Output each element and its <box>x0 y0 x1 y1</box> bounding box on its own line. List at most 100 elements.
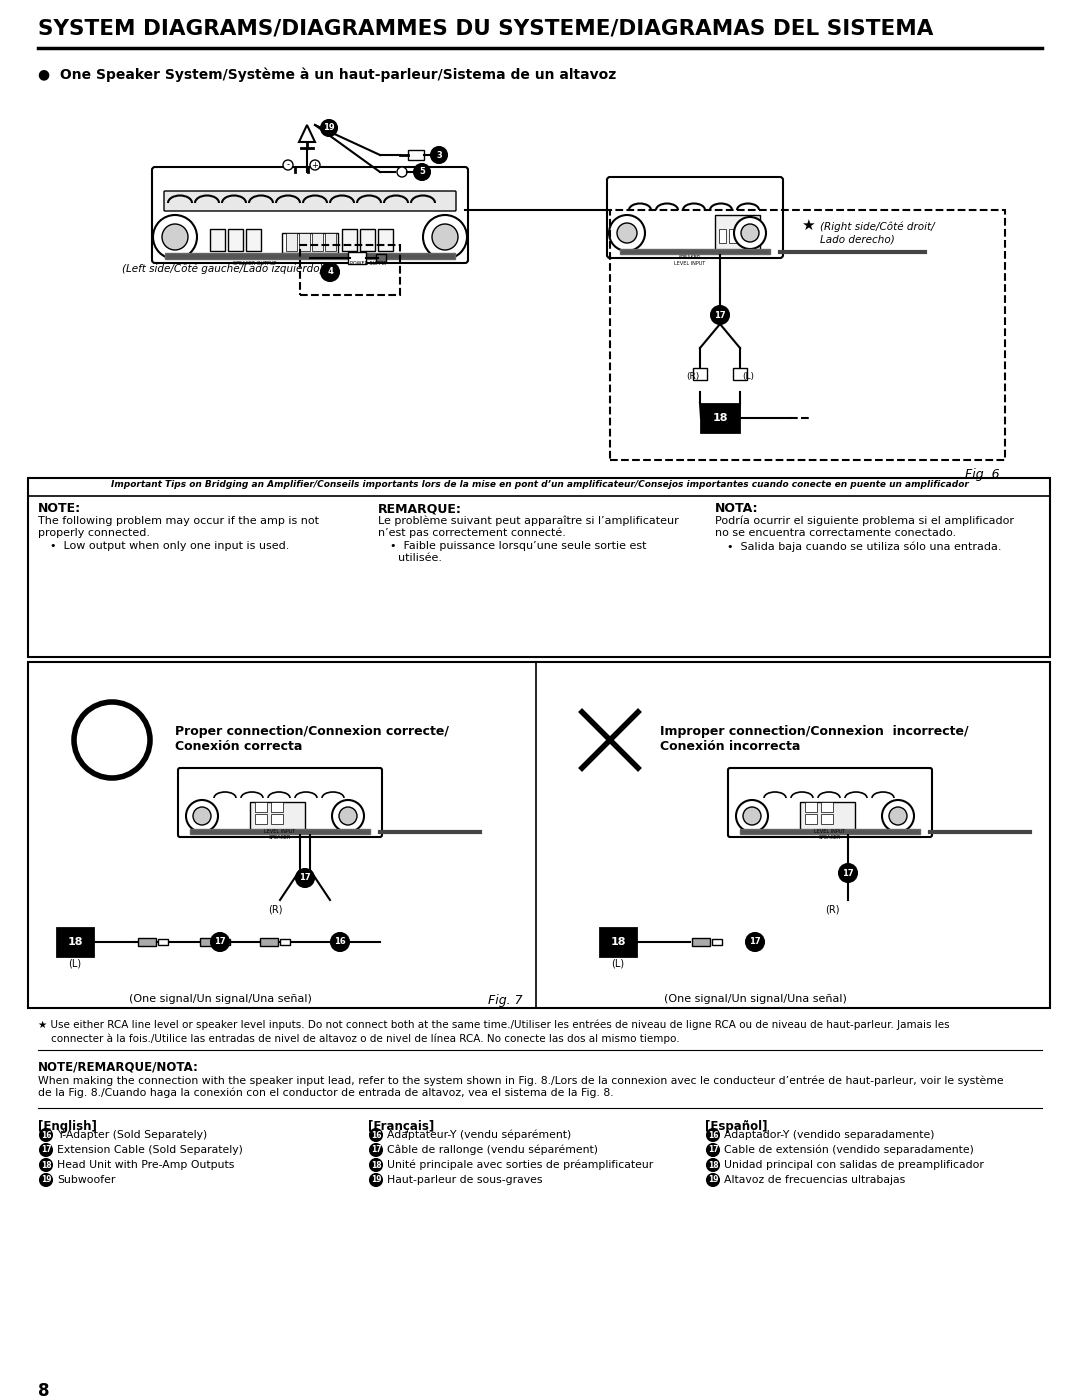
Text: POWER SUPPLY: POWER SUPPLY <box>350 261 387 265</box>
Text: Subwoofer: Subwoofer <box>57 1175 116 1185</box>
Bar <box>712 939 723 944</box>
Text: Fig. 6: Fig. 6 <box>966 468 1000 481</box>
Text: •  Faible puissance lorsqu’une seule sortie est: • Faible puissance lorsqu’une seule sort… <box>390 541 647 550</box>
Text: Improper connection/Connexion  incorrecte/: Improper connection/Connexion incorrecte… <box>660 725 969 738</box>
Text: Haut-parleur de sous-graves: Haut-parleur de sous-graves <box>387 1175 542 1185</box>
Bar <box>228 229 243 251</box>
Text: 17: 17 <box>299 873 311 883</box>
Bar <box>286 233 297 251</box>
FancyBboxPatch shape <box>728 768 932 837</box>
Text: SPEAKER OUTPUT: SPEAKER OUTPUT <box>233 261 276 265</box>
Text: The following problem may occur if the amp is not: The following problem may occur if the a… <box>38 515 319 527</box>
Polygon shape <box>299 124 315 142</box>
Bar <box>28 478 1050 657</box>
Bar <box>342 229 357 251</box>
Text: 18: 18 <box>370 1161 381 1169</box>
Bar <box>260 937 278 946</box>
Circle shape <box>321 120 337 136</box>
FancyBboxPatch shape <box>178 768 382 837</box>
Circle shape <box>432 224 458 250</box>
Text: Câble de rallonge (vendu séparément): Câble de rallonge (vendu séparément) <box>387 1144 598 1155</box>
Text: Conexión incorrecta: Conexión incorrecta <box>660 740 800 753</box>
Bar <box>376 254 386 263</box>
Bar <box>740 828 920 834</box>
Circle shape <box>296 869 314 887</box>
Text: 16: 16 <box>370 1130 381 1140</box>
Bar <box>158 939 168 944</box>
Circle shape <box>40 1173 52 1186</box>
Text: no se encuentra correctamente conectado.: no se encuentra correctamente conectado. <box>715 528 956 538</box>
Text: 17: 17 <box>214 937 226 947</box>
FancyBboxPatch shape <box>152 168 468 263</box>
Text: (Left side/Côté gauche/Lado izquierdo): (Left side/Côté gauche/Lado izquierdo) <box>122 263 324 274</box>
Circle shape <box>839 863 858 882</box>
Bar <box>348 251 366 264</box>
Text: (One signal/Un signal/Una señal): (One signal/Un signal/Una señal) <box>663 995 847 1004</box>
Bar <box>719 229 726 243</box>
Text: 5: 5 <box>419 168 424 176</box>
Text: Unité principale avec sorties de préamplificateur: Unité principale avec sorties de préampl… <box>387 1160 653 1171</box>
Text: •  Salida baja cuando se utiliza sólo una entrada.: • Salida baja cuando se utiliza sólo una… <box>727 541 1001 552</box>
Text: 8: 8 <box>38 1382 50 1397</box>
Text: Y-Adapter (Sold Separately): Y-Adapter (Sold Separately) <box>57 1130 207 1140</box>
Text: (One signal/Un signal/Una señal): (One signal/Un signal/Una señal) <box>129 995 311 1004</box>
Text: SPEAKER: SPEAKER <box>269 835 292 840</box>
Circle shape <box>370 1173 382 1186</box>
Text: 17: 17 <box>370 1146 381 1154</box>
Circle shape <box>370 1160 382 1171</box>
Bar <box>312 233 323 251</box>
Circle shape <box>75 703 150 778</box>
Text: 17: 17 <box>41 1146 52 1154</box>
Circle shape <box>193 807 211 826</box>
Circle shape <box>40 1129 52 1141</box>
Circle shape <box>370 1129 382 1141</box>
Bar <box>408 149 424 161</box>
Text: 18: 18 <box>707 1161 718 1169</box>
Bar <box>300 244 400 295</box>
Text: Unidad principal con salidas de preamplificador: Unidad principal con salidas de preampli… <box>724 1160 984 1171</box>
Bar <box>733 367 747 380</box>
Circle shape <box>162 224 188 250</box>
Text: LEVEL INPUT: LEVEL INPUT <box>265 828 296 834</box>
Text: Adaptador-Y (vendido separadamente): Adaptador-Y (vendido separadamente) <box>724 1130 934 1140</box>
Text: Le problème suivant peut apparaître si l’amplificateur: Le problème suivant peut apparaître si l… <box>378 515 678 527</box>
Circle shape <box>310 161 320 170</box>
Text: 19: 19 <box>41 1175 51 1185</box>
Bar <box>200 937 218 946</box>
Circle shape <box>370 1144 382 1155</box>
Bar <box>600 928 636 956</box>
Text: ●  One Speaker System/Système à un haut-parleur/Sistema de un altavoz: ● One Speaker System/Système à un haut-p… <box>38 68 617 82</box>
Text: connecter à la fois./Utilice las entradas de nivel de altavoz o de nivel de líne: connecter à la fois./Utilice las entrada… <box>38 1032 679 1044</box>
Text: NOTE/REMARQUE/NOTA:: NOTE/REMARQUE/NOTA: <box>38 1060 199 1073</box>
Text: 19: 19 <box>707 1175 718 1185</box>
Circle shape <box>211 933 229 951</box>
Bar <box>325 233 336 251</box>
Bar <box>821 802 833 812</box>
Text: NOTE:: NOTE: <box>38 502 81 515</box>
Text: 17: 17 <box>707 1146 718 1154</box>
Text: properly connected.: properly connected. <box>38 528 150 538</box>
Text: Important Tips on Bridging an Amplifier/Conseils importants lors de la mise en p: Important Tips on Bridging an Amplifier/… <box>111 481 969 489</box>
Bar <box>299 233 310 251</box>
Circle shape <box>889 807 907 826</box>
Circle shape <box>153 215 197 258</box>
Text: 16: 16 <box>334 937 346 947</box>
Bar <box>692 937 710 946</box>
Circle shape <box>339 807 357 826</box>
Bar <box>610 210 1005 460</box>
Text: (L): (L) <box>611 958 624 968</box>
Circle shape <box>734 217 766 249</box>
Text: (L): (L) <box>742 372 754 381</box>
Text: (R): (R) <box>825 905 839 915</box>
Circle shape <box>431 147 447 163</box>
Circle shape <box>707 1160 719 1171</box>
Bar <box>693 367 707 380</box>
Circle shape <box>397 168 407 177</box>
Text: (R): (R) <box>75 944 87 954</box>
Bar <box>271 802 283 812</box>
Text: Podría ocurrir el siguiente problema si el amplificador: Podría ocurrir el siguiente problema si … <box>715 515 1014 527</box>
Text: de la Fig. 8./Cuando haga la conexión con el conductor de entrada de altavoz, ve: de la Fig. 8./Cuando haga la conexión co… <box>38 1088 613 1098</box>
Circle shape <box>707 1129 719 1141</box>
Text: Lado derecho): Lado derecho) <box>820 235 894 244</box>
Text: 19: 19 <box>323 123 335 133</box>
